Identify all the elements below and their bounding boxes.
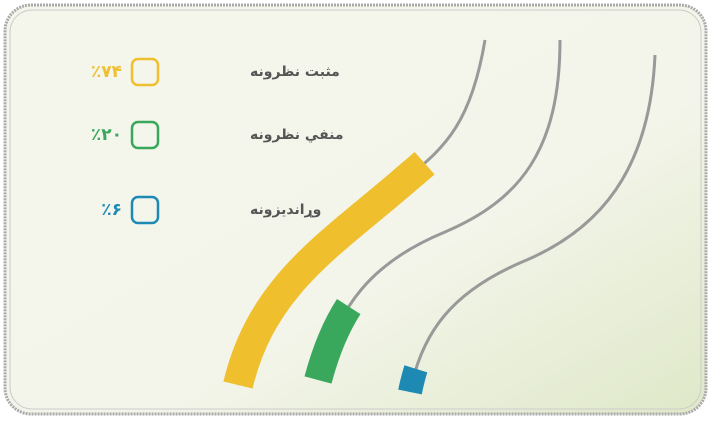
legend-swatch bbox=[130, 57, 160, 87]
legend-label: منفي نظرونه bbox=[250, 127, 344, 143]
legend-label: وړاندیزونه bbox=[250, 202, 321, 218]
value-label: ٪۷۴ bbox=[91, 62, 122, 82]
frame-inner bbox=[9, 9, 702, 410]
ribbon-segment bbox=[304, 39, 574, 384]
cable bbox=[408, 54, 657, 393]
legend-label: مثبت نظرونه bbox=[250, 64, 340, 80]
value-label: ٪۲۰ bbox=[91, 125, 122, 145]
legend-swatch bbox=[130, 120, 160, 150]
legend-swatch bbox=[130, 195, 160, 225]
value-label: ٪۶ bbox=[101, 200, 122, 220]
ribbon-segment bbox=[223, 37, 500, 389]
